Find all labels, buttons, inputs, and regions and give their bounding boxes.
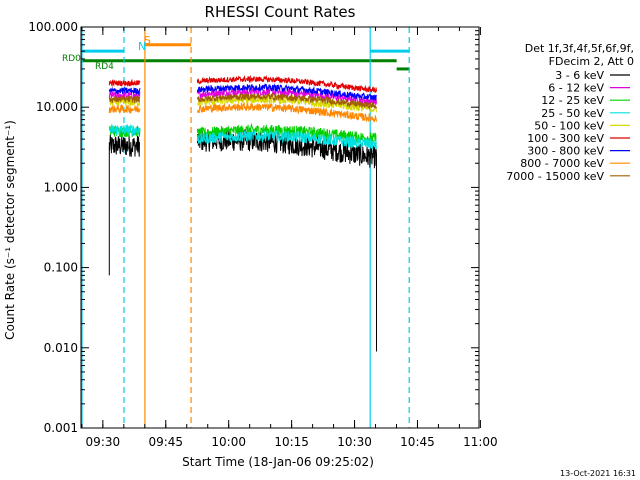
x-axis-label: Start Time (18-Jan-06 09:25:02) xyxy=(182,455,374,469)
legend-label-8: 7000 - 15000 keV xyxy=(506,170,604,183)
x-tick-label-0: 09:30 xyxy=(86,435,121,449)
series-line-7 xyxy=(108,102,377,123)
legend-label-7: 800 - 7000 keV xyxy=(520,157,604,170)
series-line-0 xyxy=(108,129,377,352)
legend-label-4: 50 - 100 keV xyxy=(534,119,604,132)
x-tick-label-4: 10:30 xyxy=(337,435,372,449)
timestamp: 13-Oct-2021 16:31 xyxy=(560,469,636,478)
chart-title: RHESSI Count Rates xyxy=(205,3,356,21)
y-tick-label-2: 0.100 xyxy=(44,261,78,275)
x-tick-label-6: 11:00 xyxy=(463,435,498,449)
y-tick-label-0: 0.001 xyxy=(44,421,78,435)
legend-label-2: 12 - 25 keV xyxy=(541,94,604,107)
legend-label-1: 6 - 12 keV xyxy=(548,82,604,95)
legend-label-3: 25 - 50 keV xyxy=(541,107,604,120)
series-line-3 xyxy=(108,124,377,150)
series-line-5 xyxy=(108,74,377,93)
legend-title-line-1: Det 1f,3f,4f,5f,6f,9f, xyxy=(525,42,634,55)
y-tick-label-4: 10.000 xyxy=(36,100,78,114)
x-tick-label-2: 10:00 xyxy=(211,435,246,449)
legend-label-6: 300 - 800 keV xyxy=(527,145,604,158)
legend-label-5: 100 - 300 keV xyxy=(527,132,604,145)
x-tick-label-3: 10:15 xyxy=(274,435,309,449)
series-line-6 xyxy=(108,83,377,101)
y-tick-label-1: 0.010 xyxy=(44,341,78,355)
x-tick-label-5: 10:45 xyxy=(400,435,435,449)
annotation-s: S xyxy=(144,34,151,47)
plot-frame xyxy=(80,26,480,429)
annotation-rd0: RD0 xyxy=(62,54,81,64)
legend-title-line-2: FDecim 2, Att 0 xyxy=(549,55,634,68)
y-tick-label-3: 1.000 xyxy=(44,180,78,194)
series-line-8 xyxy=(108,91,377,110)
y-tick-label-5: 100.000 xyxy=(28,20,78,34)
legend-label-0: 3 - 6 keV xyxy=(555,69,604,82)
annotation-n: N xyxy=(138,40,146,53)
annotation-rd4: RD4 xyxy=(95,62,114,72)
x-tick-label-1: 09:45 xyxy=(148,435,183,449)
y-axis-label: Count Rate (s⁻¹ detector segment⁻¹) xyxy=(3,120,17,340)
